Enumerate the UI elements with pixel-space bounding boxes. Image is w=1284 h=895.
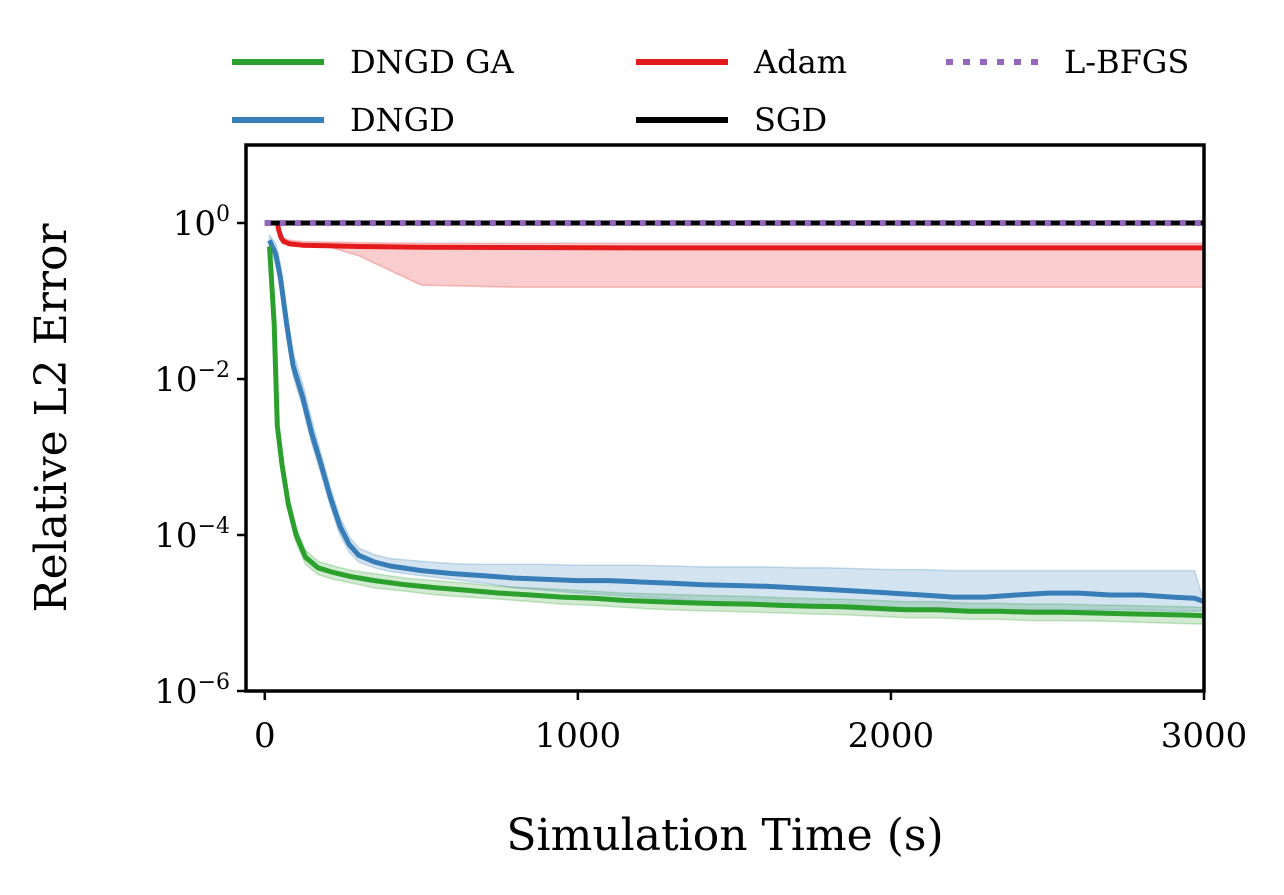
x-tick-label: 2000 — [848, 716, 935, 756]
legend: DNGD GA DNGD Adam SGD L-BFGS — [232, 43, 1189, 139]
legend-label: Adam — [753, 43, 847, 81]
y-tick-label: 10−4 — [154, 514, 230, 556]
y-axis-title: Relative L2 Error — [26, 223, 77, 613]
legend-label: L-BFGS — [1064, 43, 1189, 81]
series-lines — [264, 220, 1204, 619]
legend-item-adam: Adam — [636, 43, 847, 81]
band-adam — [276, 222, 1204, 289]
x-tick-label: 0 — [254, 716, 276, 756]
legend-item-sgd: SGD — [636, 101, 827, 139]
x-tick-label: 3000 — [1161, 716, 1248, 756]
legend-item-dngd-ga: DNGD GA — [232, 43, 515, 81]
line-adam — [274, 222, 1204, 251]
x-axis-title: Simulation Time (s) — [506, 810, 943, 861]
legend-label: DNGD — [350, 101, 455, 139]
y-tick-label: 100 — [173, 202, 230, 244]
line-dngd — [267, 239, 1204, 604]
legend-item-l-bfgs: L-BFGS — [946, 43, 1189, 81]
legend-label: SGD — [754, 101, 827, 139]
line-dngd-ga — [267, 246, 1204, 619]
y-axis-ticks: 100 10−2 10−4 10−6 — [154, 202, 246, 712]
band-dngd-ga — [268, 240, 1204, 625]
legend-label: DNGD GA — [350, 43, 515, 81]
y-tick-label: 10−6 — [154, 670, 230, 712]
band-dngd — [268, 232, 1204, 613]
confidence-bands — [268, 222, 1204, 625]
plot-frame — [244, 143, 1206, 693]
x-axis-ticks: 0 1000 2000 3000 — [254, 691, 1247, 756]
y-tick-label: 10−2 — [154, 358, 230, 400]
x-tick-label: 1000 — [535, 716, 622, 756]
legend-item-dngd: DNGD — [232, 101, 455, 139]
